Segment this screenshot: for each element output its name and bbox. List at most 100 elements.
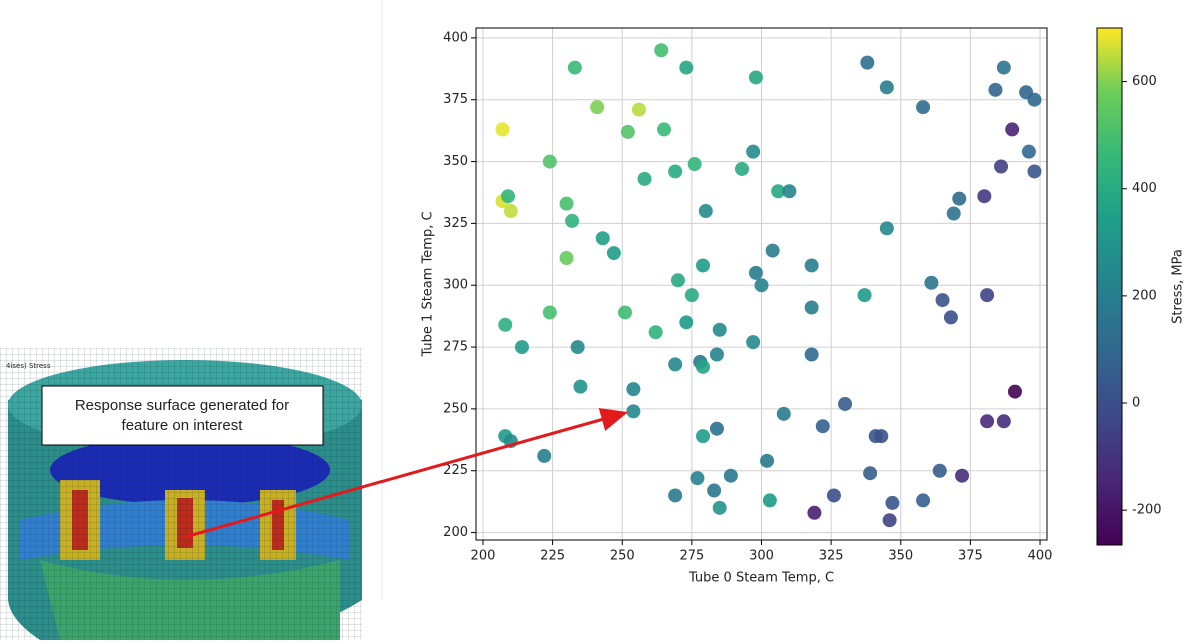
point — [946, 206, 961, 221]
point — [996, 60, 1011, 75]
point — [679, 315, 694, 330]
colorbar-tick-label: -200 — [1132, 503, 1162, 518]
point — [760, 453, 775, 468]
point — [542, 154, 557, 169]
point — [932, 463, 947, 478]
x-axis-label: Tube 0 Steam Temp, C — [688, 571, 834, 586]
colorbar-tick-label: 600 — [1132, 74, 1157, 89]
point — [815, 419, 830, 434]
point — [668, 357, 683, 372]
point — [514, 340, 529, 355]
point — [994, 159, 1009, 174]
point — [952, 191, 967, 206]
point — [771, 184, 786, 199]
x-tick-label: 275 — [679, 549, 704, 564]
point — [542, 305, 557, 320]
point — [498, 317, 513, 332]
y-tick-label: 375 — [443, 92, 468, 107]
colorbar-tick-label: 0 — [1132, 396, 1140, 411]
point — [943, 310, 958, 325]
point — [495, 122, 510, 137]
point — [765, 243, 780, 258]
arrow — [184, 407, 628, 539]
point — [804, 347, 819, 362]
point — [626, 404, 641, 419]
point — [879, 80, 894, 95]
point — [565, 213, 580, 228]
point — [668, 164, 683, 179]
point — [670, 273, 685, 288]
x-tick-label: 325 — [819, 549, 844, 564]
colorbar-tick-label: 400 — [1132, 181, 1157, 196]
point — [746, 335, 761, 350]
point — [746, 144, 761, 159]
x-tick-label: 375 — [958, 549, 983, 564]
point — [885, 495, 900, 510]
point — [620, 124, 635, 139]
point — [1021, 144, 1036, 159]
x-tick-label: 200 — [471, 549, 496, 564]
point — [696, 429, 711, 444]
point — [637, 171, 652, 186]
fea-label: 4ises) Stress — [6, 362, 51, 370]
point — [690, 471, 705, 486]
point — [679, 60, 694, 75]
y-tick-label: 325 — [443, 216, 468, 231]
callout-text: Response surface generated for — [75, 397, 289, 414]
point — [707, 483, 722, 498]
point — [754, 278, 769, 293]
colorbar-tick-label: 200 — [1132, 288, 1157, 303]
point — [860, 55, 875, 70]
point — [503, 204, 518, 219]
point — [980, 414, 995, 429]
point — [882, 513, 897, 528]
point — [762, 493, 777, 508]
point — [626, 382, 641, 397]
point — [980, 288, 995, 303]
point — [935, 293, 950, 308]
point — [1027, 92, 1042, 107]
point — [1027, 164, 1042, 179]
colorbar — [1096, 27, 1123, 546]
point — [996, 414, 1011, 429]
point — [687, 157, 702, 172]
point — [709, 347, 724, 362]
plot-frame — [475, 27, 1048, 541]
point — [501, 189, 516, 204]
point — [631, 102, 646, 117]
x-tick-label: 225 — [540, 549, 565, 564]
point — [559, 196, 574, 211]
point — [723, 468, 738, 483]
point — [570, 340, 585, 355]
point — [657, 122, 672, 137]
point — [955, 468, 970, 483]
point — [668, 488, 683, 503]
point — [838, 396, 853, 411]
point — [863, 466, 878, 481]
colorbar-label: Stress, MPa — [1171, 249, 1186, 324]
point — [804, 300, 819, 315]
point — [573, 379, 588, 394]
point — [879, 221, 894, 236]
y-tick-label: 275 — [443, 340, 468, 355]
point — [1007, 384, 1022, 399]
y-tick-label: 300 — [443, 278, 468, 293]
x-tick-label: 300 — [749, 549, 774, 564]
point — [698, 204, 713, 219]
point — [590, 100, 605, 115]
point — [559, 251, 574, 266]
y-axis-label: Tube 1 Steam Temp, C — [421, 211, 436, 357]
point — [804, 258, 819, 273]
point — [782, 184, 797, 199]
point — [988, 82, 1003, 97]
point — [735, 161, 750, 176]
point — [826, 488, 841, 503]
point — [696, 258, 711, 273]
y-tick-label: 250 — [443, 401, 468, 416]
point — [606, 246, 621, 261]
point — [567, 60, 582, 75]
y-tick-label: 200 — [443, 525, 468, 540]
point — [696, 359, 711, 374]
